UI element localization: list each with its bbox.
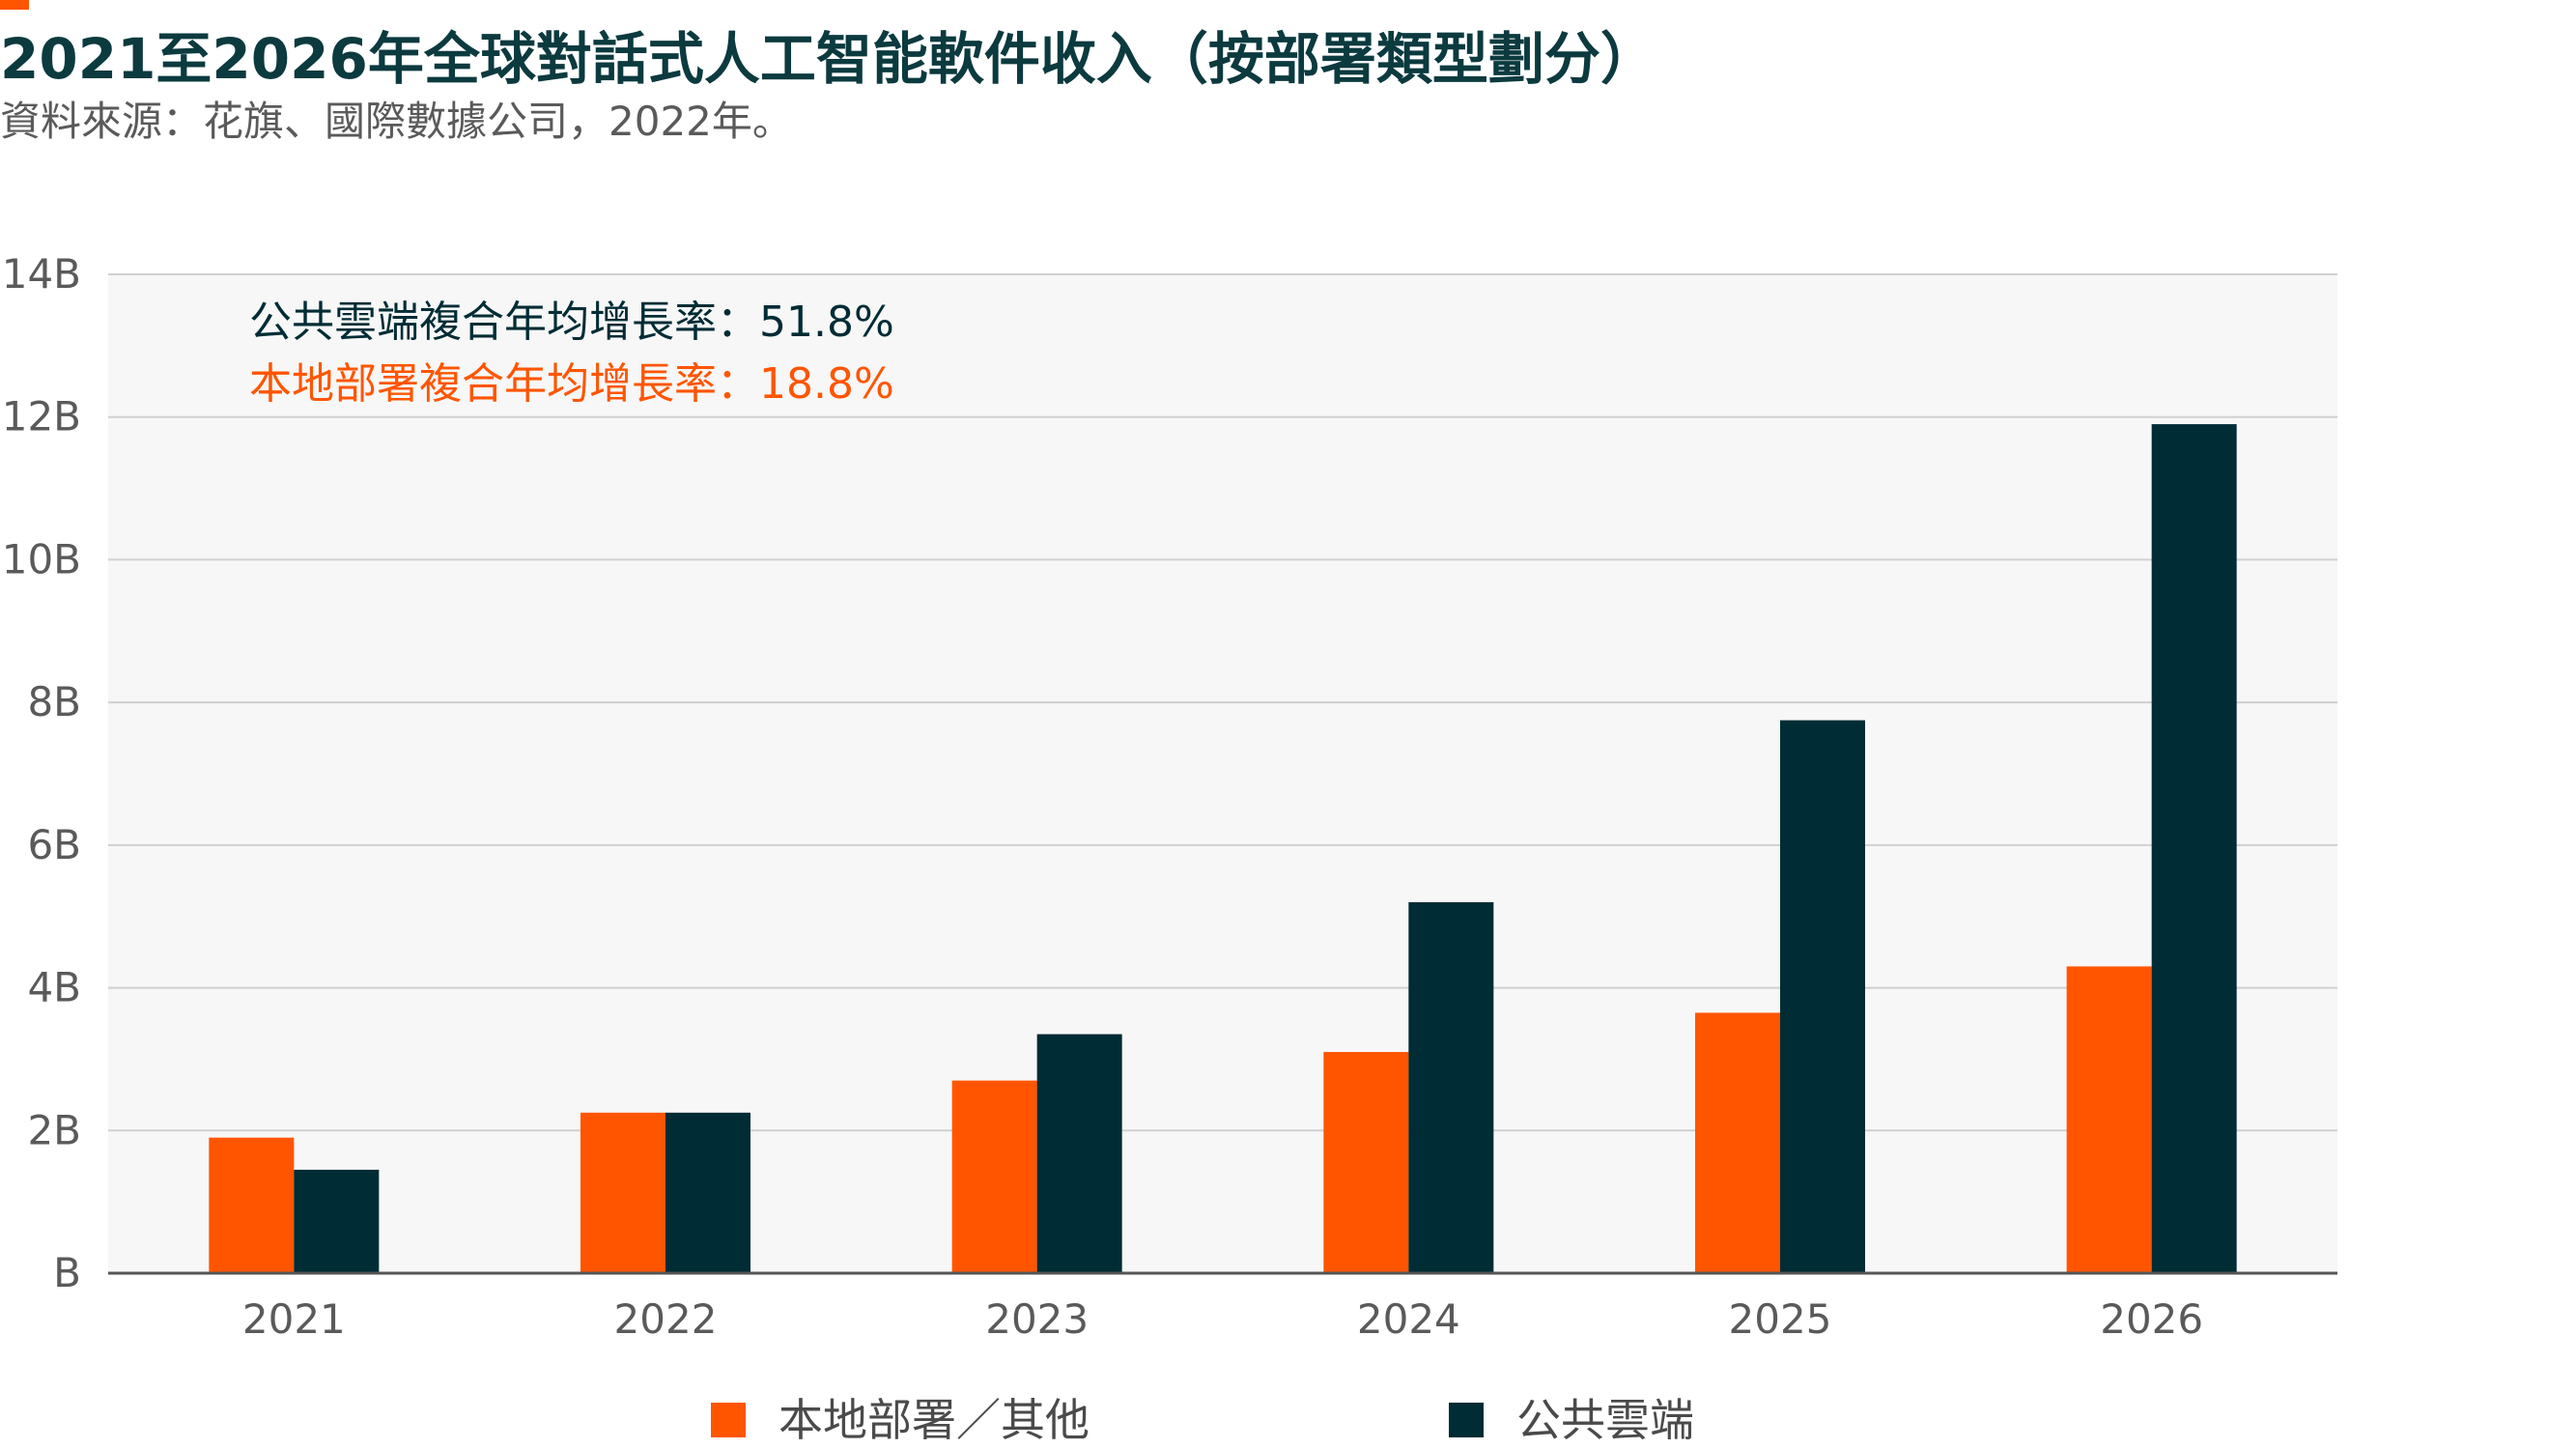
legend-swatch: [1449, 1403, 1484, 1437]
bar-public-cloud-2025: [1780, 720, 1865, 1273]
legend-swatch: [711, 1403, 746, 1437]
grid-lines: [108, 273, 2337, 1132]
bars: [209, 424, 2237, 1274]
legend: 本地部署／其他 公共雲端: [711, 1394, 1694, 1446]
x-tick-label: 2023: [985, 1295, 1089, 1343]
bar-on-premise-2021: [209, 1137, 295, 1273]
bar-on-premise-2026: [2066, 966, 2152, 1273]
bar-on-premise-2024: [1323, 1052, 1409, 1273]
y-tick-label: 2B: [27, 1106, 81, 1153]
x-tick-label: 2022: [614, 1295, 718, 1343]
y-tick-label: 10B: [2, 535, 81, 582]
bar-public-cloud-2024: [1408, 901, 1494, 1273]
bar-public-cloud-2023: [1036, 1034, 1122, 1273]
bar-on-premise-2022: [580, 1112, 665, 1273]
y-tick-label: 6B: [27, 821, 81, 868]
onprem-cagr-annotation: 本地部署複合年均增長率：18.8%: [249, 359, 894, 409]
chart-source: 資料來源：花旗、國際數據公司，2022年。: [0, 98, 793, 145]
x-tick-label: 2024: [1357, 1295, 1460, 1343]
y-axis-ticks: B 2B 4B 6B 8B 10B 12B 14B: [2, 250, 81, 1296]
x-tick-label: 2021: [242, 1295, 346, 1343]
bar-on-premise-2023: [951, 1080, 1037, 1273]
plot-background: [108, 274, 2337, 1273]
cloud-cagr-annotation: 公共雲端複合年均增長率：51.8%: [249, 298, 894, 347]
accent-mark: [0, 0, 29, 10]
y-tick-label: 12B: [2, 393, 81, 440]
bar-public-cloud-2022: [665, 1112, 750, 1273]
bar-on-premise-2025: [1695, 1012, 1780, 1273]
legend-label: 公共雲端: [1516, 1394, 1694, 1446]
y-tick-label: 4B: [27, 964, 81, 1011]
x-tick-label: 2025: [1729, 1295, 1832, 1343]
y-tick-label: B: [53, 1249, 81, 1296]
bar-public-cloud-2026: [2151, 424, 2237, 1274]
y-tick-label: 14B: [2, 250, 81, 298]
x-axis-ticks: 2021 2022 2023 2024 2025 2026: [242, 1295, 2203, 1343]
y-tick-label: 8B: [27, 678, 81, 725]
x-tick-label: 2026: [2100, 1295, 2203, 1343]
chart-title: 2021至2026年全球對話式人工智能軟件收入（按部署類型劃分）: [0, 26, 1656, 92]
legend-label: 本地部署／其他: [778, 1394, 1090, 1446]
bar-public-cloud-2021: [294, 1169, 380, 1273]
